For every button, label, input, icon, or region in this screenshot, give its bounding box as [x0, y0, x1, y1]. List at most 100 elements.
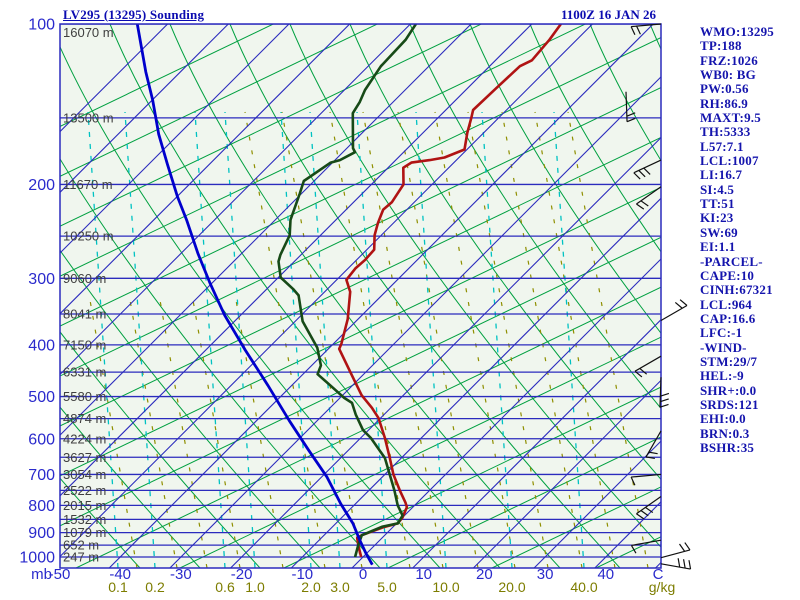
plot-border — [59, 23, 662, 569]
dry-adiabat-line — [589, 24, 661, 162]
dry-adiabat-line — [109, 24, 501, 568]
dry-adiabat-line — [169, 24, 561, 568]
temperature-trace — [337, 24, 562, 558]
mixing-tick-label: 3.0 — [330, 579, 350, 595]
mixing-ratio-line — [356, 111, 388, 568]
stat-line: L57:7.1 — [700, 138, 744, 154]
stat-line: CAPE:10 — [700, 267, 755, 283]
stat-line: SW:69 — [700, 224, 738, 240]
height-label: 4874 m — [63, 411, 106, 426]
stat-line: FRZ:1026 — [700, 52, 758, 68]
mixing-tick-label: 0.2 — [145, 579, 165, 595]
wind-barb-icon — [625, 91, 636, 123]
isotherm-line — [351, 258, 661, 568]
mixing-tick-label: 20.0 — [498, 579, 525, 595]
pressure-tick-label: 1000 — [19, 550, 55, 567]
height-label: 2522 m — [63, 483, 106, 498]
dry-adiabat-line — [289, 24, 661, 548]
stat-line: PW:0.56 — [700, 81, 749, 97]
mixing-ratio-line — [124, 111, 156, 568]
height-label: 16070 m — [63, 25, 114, 40]
moist-adiabat-line — [60, 136, 661, 427]
mixing-tick-label: 1.0 — [245, 579, 265, 595]
stat-line: STM:29/7 — [700, 353, 758, 369]
mixing-tick-label: 5.0 — [377, 579, 397, 595]
mixing-ratio-line — [415, 111, 447, 568]
stat-line: EHI:0.0 — [700, 411, 746, 427]
pressure-tick-label: 200 — [28, 177, 55, 194]
height-label: 3054 m — [63, 467, 106, 482]
isotherm-line — [60, 24, 168, 133]
isotherm-line — [533, 440, 661, 568]
wind-barb-icon — [660, 542, 691, 559]
dry-adiabat-line — [60, 331, 261, 568]
height-label: 7150 m — [63, 337, 106, 352]
moist-adiabat-line — [60, 24, 483, 227]
stat-line: LCL:964 — [700, 296, 752, 312]
isotherm-line — [60, 24, 411, 376]
parcel-trace — [135, 24, 374, 566]
pressure-tick-label: 500 — [28, 389, 55, 406]
sounding-traces — [135, 24, 562, 566]
mixing-tick-label: 0.1 — [108, 579, 128, 595]
stat-line: CAP:16.6 — [700, 310, 756, 326]
temperature-axis: -50 -40 -30 -20 -10 0 10 20 30 40 C — [49, 566, 664, 583]
stat-line: LCL:1007 — [700, 153, 759, 169]
isotherm-line — [60, 24, 229, 194]
isotherm-line — [60, 24, 472, 436]
mixing-ratio-line — [87, 111, 119, 568]
isotherm-line — [60, 24, 533, 497]
wind-barb-icon — [634, 355, 662, 378]
dry-adiabat-line — [60, 406, 201, 568]
stat-line: TP:188 — [700, 38, 742, 54]
dewpoint-trace — [277, 24, 417, 558]
mixing-tick-label: 10.0 — [432, 579, 459, 595]
mixing-ratio-line — [194, 111, 226, 568]
dry-adiabat-line — [60, 249, 321, 568]
wind-barb-icon — [645, 430, 662, 460]
dry-adiabat-line — [60, 157, 381, 568]
temp-tick-label: -20 — [231, 566, 253, 583]
isotherm-line — [60, 24, 290, 254]
moist-adiabat-line — [60, 236, 661, 527]
stat-line: SRDS:121 — [700, 396, 759, 412]
height-label: 10250 m — [63, 229, 114, 244]
stat-line: LI:16.7 — [700, 167, 743, 183]
height-label: 6331 m — [63, 365, 106, 380]
stat-line: -WIND- — [700, 339, 747, 355]
height-label: 2015 m — [63, 498, 106, 513]
isotherm-line — [290, 197, 661, 568]
mixing-unit-label: g/kg — [649, 579, 675, 595]
stat-line: -PARCEL- — [700, 253, 763, 269]
stat-line: EI:1.1 — [700, 239, 736, 255]
chart-datetime: 1100Z 16 JAN 26 — [561, 7, 656, 22]
height-label: 1079 m — [63, 525, 106, 540]
mixing-ratio-line — [553, 111, 585, 568]
height-label: 8041 m — [63, 306, 106, 321]
temp-tick-label: 30 — [537, 566, 554, 583]
mixing-ratio-line — [481, 111, 513, 568]
wind-barb-icon — [660, 558, 692, 570]
moist-adiabat-line — [387, 436, 661, 568]
moist-adiabat-line — [60, 186, 661, 477]
wind-barb-icon — [659, 377, 670, 408]
dry-adiabat-line — [469, 24, 661, 334]
height-label: 9060 m — [63, 271, 106, 286]
pressure-tick-label: 400 — [28, 337, 55, 354]
isotherm-line — [60, 24, 351, 315]
wind-barbs — [625, 23, 692, 570]
stat-line: MAXT:9.5 — [700, 110, 761, 126]
temp-tick-label: -50 — [49, 566, 71, 583]
moist-adiabat-line — [179, 336, 661, 568]
temp-tick-label: 0 — [359, 566, 367, 583]
wind-barb-icon — [630, 539, 662, 554]
stat-line: LFC:-1 — [700, 325, 743, 341]
pressure-tick-label: 600 — [28, 431, 55, 448]
dry-adiabat-line — [229, 24, 621, 568]
wind-barb-icon — [633, 159, 662, 180]
isotherm-line — [230, 136, 661, 568]
height-label: 4224 m — [63, 431, 106, 446]
height-labels: 16070 m 13500 m 11670 m 10250 m 9060 m 8041 m… — [63, 25, 114, 565]
